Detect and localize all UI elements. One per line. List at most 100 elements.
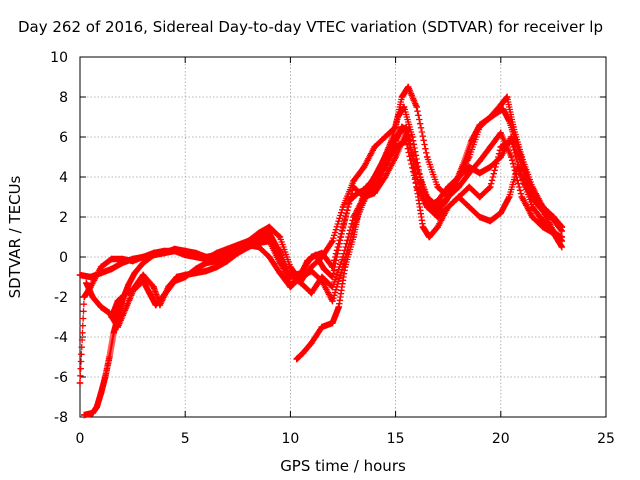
data-point [531,193,538,201]
data-point [434,223,441,231]
data-point [350,177,357,185]
data-point [293,355,300,363]
data-point [255,229,263,237]
data-point [329,237,336,245]
data-point [297,279,305,287]
data-point [123,289,130,297]
data-point [335,303,342,311]
data-point [423,153,431,161]
data-point [558,227,566,235]
data-point [255,235,263,243]
data-point [434,197,441,205]
data-point [87,283,94,291]
data-point [476,121,483,129]
data-point [476,169,483,177]
y-tick-label: -2 [54,290,68,306]
x-axis-label: GPS time / hours [280,457,406,475]
data-point [398,93,406,101]
data-point [93,403,101,411]
data-point [276,233,284,241]
y-tick-label: -8 [54,410,68,426]
data-point [114,323,122,331]
data-point [388,137,395,145]
data-point [139,259,147,267]
y-tick-label: 6 [59,130,68,146]
data-point [318,323,326,331]
data-point [266,223,273,231]
data-point [203,259,210,267]
data-point [371,189,378,197]
data-point [506,193,513,201]
data-point [224,253,231,261]
data-point [529,213,536,221]
data-point [192,265,199,273]
data-point [445,183,452,191]
data-point [171,245,178,253]
data-point [287,281,294,289]
data-point [356,203,364,211]
data-point [419,223,427,231]
data-point [442,197,450,205]
data-point [476,157,483,165]
data-point [308,267,315,275]
data-point [499,105,507,113]
y-axis-label: SDTVAR / TECUs [6,175,24,298]
data-point [108,255,115,263]
data-point [131,269,138,277]
data-point [487,217,494,225]
x-tick-label: 20 [492,431,510,447]
data-point [398,123,406,131]
data-point [213,249,220,257]
data-point [493,109,500,117]
data-point [394,113,401,121]
data-point [455,193,462,201]
data-point [426,201,433,209]
data-point [318,277,326,285]
x-tick-label: 10 [281,431,299,447]
data-point [203,267,210,275]
data-point [295,275,303,283]
data-point [434,207,441,215]
data-point [497,143,504,151]
data-point [529,203,536,211]
y-tick-label: 4 [59,170,68,186]
data-point [451,181,458,189]
y-tick-label: 2 [59,210,68,226]
data-point [108,313,115,321]
data-point [97,303,105,311]
data-point [123,303,130,311]
data-point [89,409,96,417]
data-points [76,83,566,419]
data-point [76,271,84,279]
data-point [445,203,452,211]
x-tick-label: 25 [597,431,615,447]
data-point [497,209,504,217]
data-point [146,289,153,297]
data-point [266,229,273,237]
plot-frame [79,56,607,418]
data-point [160,291,168,299]
data-point [114,297,122,305]
data-point [371,143,378,151]
data-point [139,277,147,285]
data-point [337,233,345,241]
data-point [558,237,566,245]
data-point [506,117,513,125]
data-point [182,273,189,281]
data-point [548,213,555,221]
data-point [487,143,494,151]
data-point [362,185,370,193]
data-point [381,163,389,171]
data-point [508,153,515,161]
axis-ticks: 0 5 10 15 20 25 -8 -6 -4 -2 0 2 4 6 8 10 [50,50,615,447]
data-point [405,83,412,91]
data-point [466,183,473,191]
data-point [468,137,475,145]
data-point [466,203,473,211]
y-tick-label: -6 [54,370,68,386]
data-point [192,249,199,257]
data-point [182,247,189,255]
data-point [266,253,273,261]
data-point [245,243,252,251]
